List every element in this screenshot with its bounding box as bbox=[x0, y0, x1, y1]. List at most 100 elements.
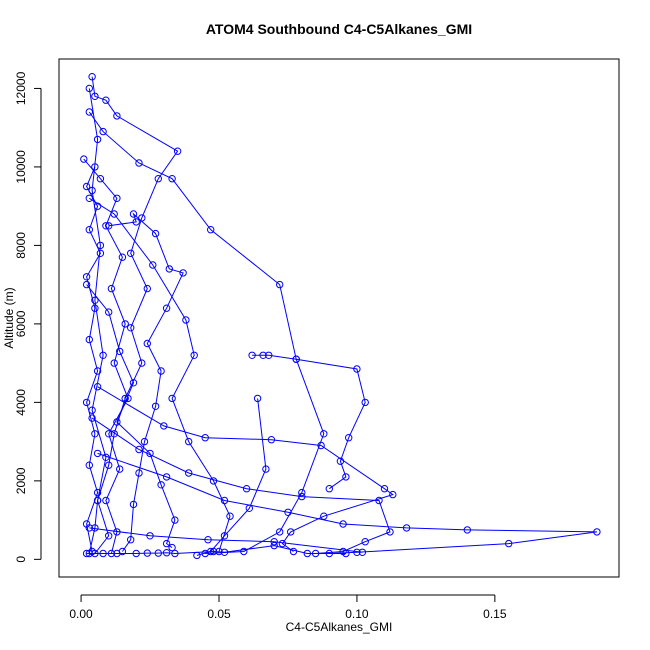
series-7 bbox=[93, 383, 397, 556]
data-point bbox=[278, 539, 287, 548]
data-point bbox=[157, 367, 165, 375]
data-point bbox=[102, 96, 110, 104]
data-point bbox=[116, 347, 124, 356]
data-point bbox=[157, 481, 165, 489]
data-point bbox=[289, 547, 298, 556]
series-line bbox=[89, 197, 231, 552]
data-point bbox=[113, 194, 121, 203]
series-line bbox=[89, 527, 363, 553]
data-point bbox=[102, 222, 110, 230]
data-point bbox=[185, 437, 193, 446]
chart-title: ATOM4 Southbound C4-C5Alkanes_GMI bbox=[206, 21, 472, 37]
series-line bbox=[97, 452, 597, 554]
data-point bbox=[185, 469, 193, 477]
data-point bbox=[361, 398, 369, 407]
y-tick-label: 10000 bbox=[14, 150, 28, 184]
data-point bbox=[82, 280, 91, 289]
data-point bbox=[105, 308, 113, 316]
data-point bbox=[91, 304, 99, 312]
data-point bbox=[287, 528, 295, 536]
series-14 bbox=[80, 155, 132, 558]
data-point bbox=[292, 355, 300, 363]
data-point bbox=[204, 536, 212, 544]
data-point bbox=[173, 147, 182, 155]
data-point bbox=[93, 488, 102, 497]
x-tick-label: 0.15 bbox=[483, 607, 507, 621]
data-point bbox=[146, 449, 154, 458]
data-point bbox=[267, 436, 276, 444]
series-line bbox=[88, 88, 110, 554]
y-axis: 0 2000 4000 6000 8000 10000 12000 bbox=[14, 71, 42, 563]
data-point bbox=[93, 202, 102, 210]
data-point bbox=[389, 490, 397, 499]
data-point bbox=[151, 402, 160, 410]
data-point bbox=[505, 539, 513, 548]
data-point bbox=[162, 304, 171, 312]
data-point bbox=[220, 496, 229, 505]
data-point bbox=[317, 441, 325, 450]
data-point bbox=[463, 526, 471, 534]
data-point bbox=[151, 229, 160, 238]
data-point bbox=[118, 547, 127, 556]
series-line bbox=[196, 398, 267, 556]
data-point bbox=[303, 549, 311, 558]
data-point bbox=[240, 547, 248, 556]
data-point bbox=[342, 549, 350, 558]
data-point bbox=[105, 430, 113, 438]
data-point bbox=[171, 549, 179, 558]
x-tick-label: 0.05 bbox=[207, 607, 231, 621]
data-point bbox=[154, 549, 163, 557]
data-point bbox=[380, 485, 389, 493]
data-point bbox=[325, 485, 333, 493]
data-point bbox=[85, 108, 94, 116]
data-point bbox=[118, 253, 127, 261]
data-point bbox=[82, 520, 91, 528]
series-line bbox=[88, 111, 325, 554]
data-point bbox=[107, 549, 116, 558]
series-9 bbox=[93, 449, 601, 558]
data-point bbox=[162, 473, 171, 481]
series-line bbox=[86, 284, 176, 549]
data-point bbox=[361, 538, 369, 546]
data-point bbox=[113, 112, 121, 120]
data-point bbox=[149, 261, 157, 269]
data-point bbox=[262, 465, 270, 473]
series-line bbox=[97, 386, 394, 552]
data-point bbox=[190, 351, 198, 359]
series-8 bbox=[88, 414, 394, 558]
data-point bbox=[127, 249, 135, 258]
data-point bbox=[85, 226, 94, 234]
data-point bbox=[110, 430, 118, 438]
data-point bbox=[135, 445, 143, 454]
data-point bbox=[342, 473, 350, 481]
data-point bbox=[113, 528, 121, 536]
data-point bbox=[171, 516, 179, 524]
data-point bbox=[162, 539, 171, 548]
data-point bbox=[99, 549, 107, 558]
data-point bbox=[124, 394, 132, 403]
series-line bbox=[83, 158, 129, 554]
series-1 bbox=[85, 84, 113, 558]
data-point bbox=[129, 210, 138, 218]
data-point bbox=[168, 543, 176, 552]
data-point bbox=[99, 127, 107, 136]
series-line bbox=[91, 417, 391, 554]
series-line bbox=[88, 76, 179, 554]
data-point bbox=[298, 492, 306, 501]
data-point bbox=[253, 394, 262, 403]
data-point bbox=[168, 175, 176, 183]
data-point bbox=[88, 73, 96, 81]
data-point bbox=[91, 92, 99, 101]
data-point bbox=[135, 469, 143, 477]
y-tick-label: 0 bbox=[14, 556, 28, 563]
data-point bbox=[121, 320, 129, 328]
data-point bbox=[345, 434, 353, 442]
series-5 bbox=[193, 394, 270, 560]
data-point bbox=[93, 367, 102, 375]
data-point bbox=[135, 159, 143, 167]
data-point bbox=[339, 520, 347, 528]
data-point bbox=[127, 536, 135, 544]
x-tick-label: 0.00 bbox=[69, 607, 93, 621]
